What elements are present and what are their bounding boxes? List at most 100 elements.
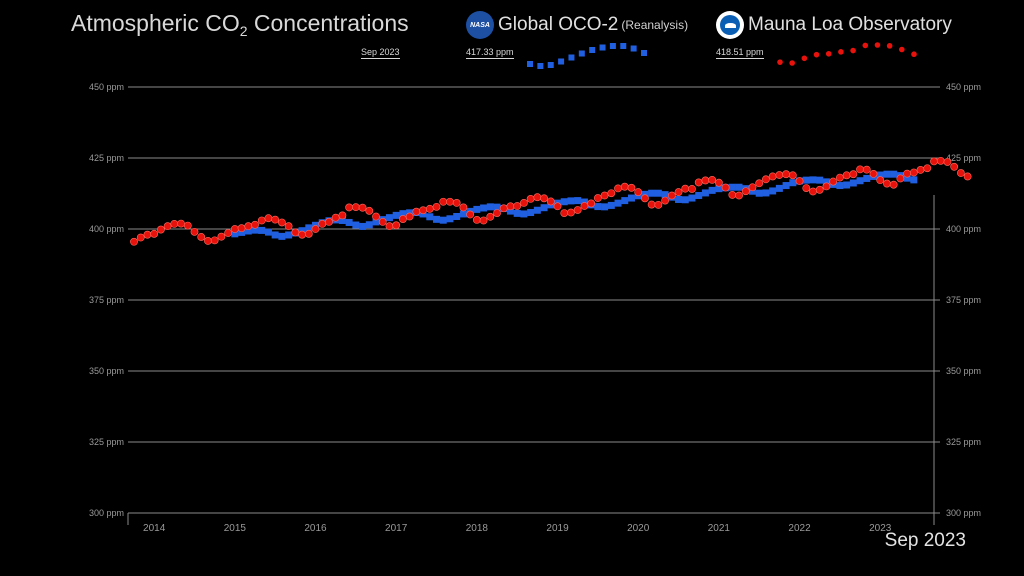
mauna-loa-point <box>889 180 898 189</box>
y-tick-label-left: 375 ppm <box>89 295 124 305</box>
mauna-loa-point <box>721 183 730 192</box>
oco2-point <box>433 215 441 223</box>
legend-sparkline-mlo-point <box>899 46 905 53</box>
mauna-loa-point <box>930 157 938 166</box>
y-tick-label-left: 450 ppm <box>89 82 124 92</box>
legend-sparkline-oco2-point <box>609 43 616 49</box>
oco2-point <box>648 189 656 197</box>
mauna-loa-point <box>385 222 394 231</box>
mauna-loa-point <box>607 189 616 198</box>
y-tick-label-right: 350 ppm <box>946 366 981 376</box>
x-tick-label: 2016 <box>304 523 327 534</box>
mauna-loa-point <box>896 174 905 183</box>
legend-sparkline-oco2-point <box>547 62 554 68</box>
oco2-point <box>802 176 810 184</box>
mauna-loa-point <box>560 209 569 217</box>
oco2-point <box>231 230 239 238</box>
mauna-loa-point <box>257 216 266 225</box>
mauna-loa-point <box>277 218 286 227</box>
mauna-loa-point <box>150 229 159 238</box>
oco2-point <box>426 213 434 221</box>
mauna-loa-point <box>714 178 723 187</box>
oco2-point <box>258 226 266 234</box>
oco2-point <box>654 189 662 197</box>
mauna-loa-point <box>506 202 515 211</box>
mauna-loa-point <box>459 203 468 212</box>
oco2-point <box>278 232 286 240</box>
oco2-point <box>775 184 783 192</box>
oco2-point <box>574 197 582 205</box>
oco2-point <box>513 209 521 217</box>
mauna-loa-point <box>472 216 481 224</box>
mauna-loa-point <box>183 221 192 230</box>
mauna-loa-point <box>647 200 656 209</box>
oco2-point <box>385 214 393 222</box>
mauna-loa-point <box>378 217 387 226</box>
mauna-loa-point <box>741 187 750 196</box>
mauna-loa-point <box>916 166 925 174</box>
mauna-loa-point <box>479 216 488 225</box>
oco2-point <box>506 207 514 215</box>
oco2-point <box>762 189 770 197</box>
mauna-loa-point <box>358 203 367 212</box>
legend-oco2-label: Global OCO-2 <box>498 14 619 35</box>
mauna-loa-point <box>708 175 717 184</box>
x-tick-label: 2020 <box>627 523 650 534</box>
x-tick-label: 2019 <box>546 523 569 534</box>
legend-sparkline-oco2-point <box>641 50 647 56</box>
oco2-point <box>244 227 252 235</box>
oco2-point <box>298 227 306 235</box>
mauna-loa-point <box>136 233 145 242</box>
legend-sparkline-mlo-point <box>862 42 869 49</box>
mauna-loa-point <box>486 212 495 221</box>
oco2-point <box>883 170 891 178</box>
mauna-loa-point <box>284 222 293 231</box>
mauna-loa-point <box>869 170 878 178</box>
mauna-loa-point <box>600 191 609 200</box>
mauna-loa-point <box>533 193 542 202</box>
legend-sparkline-mlo-point <box>850 47 856 54</box>
oco2-point <box>271 231 279 239</box>
oco2-point <box>392 211 400 219</box>
legend-sparkline-oco2-point <box>578 50 585 57</box>
mauna-loa-point <box>862 165 871 174</box>
oco2-point <box>238 228 246 236</box>
mauna-loa-point <box>197 233 206 241</box>
y-tick-label-left: 350 ppm <box>89 366 124 376</box>
y-tick-label-left: 425 ppm <box>89 153 124 163</box>
mauna-loa-point <box>190 227 199 236</box>
mauna-loa-point <box>210 236 219 245</box>
mauna-loa-point <box>163 222 172 231</box>
oco2-point <box>856 177 864 185</box>
oco2-point <box>843 181 851 189</box>
oco2-point <box>708 186 716 194</box>
mauna-loa-point <box>802 184 811 193</box>
oco2-point <box>345 218 353 226</box>
oco2-point <box>359 222 367 230</box>
y-tick-label-right: 300 ppm <box>946 508 981 518</box>
legend-sparkline-mlo-point <box>874 42 881 48</box>
mauna-loa-point <box>251 220 259 229</box>
mauna-loa-point <box>520 198 528 207</box>
mauna-loa-point <box>553 202 562 211</box>
oco2-point <box>527 209 535 217</box>
mauna-loa-point <box>419 206 427 215</box>
oco2-point <box>890 170 898 178</box>
oco2-point <box>748 187 756 195</box>
oco2-point <box>614 199 622 207</box>
mauna-loa-point <box>909 168 918 177</box>
oco2-point <box>809 176 817 184</box>
oco2-point <box>399 210 407 218</box>
oco2-point <box>560 198 568 206</box>
x-tick-label: 2021 <box>708 523 731 534</box>
mauna-loa-point <box>587 199 596 208</box>
x-tick-label: 2015 <box>224 523 247 534</box>
x-tick-label: 2014 <box>143 523 166 534</box>
mauna-loa-point <box>338 211 347 220</box>
mauna-loa-point <box>567 208 575 217</box>
oco2-point <box>365 221 373 229</box>
mauna-loa-point <box>963 172 972 181</box>
mauna-loa-point <box>237 224 246 233</box>
y-tick-label-left: 300 ppm <box>89 508 124 518</box>
